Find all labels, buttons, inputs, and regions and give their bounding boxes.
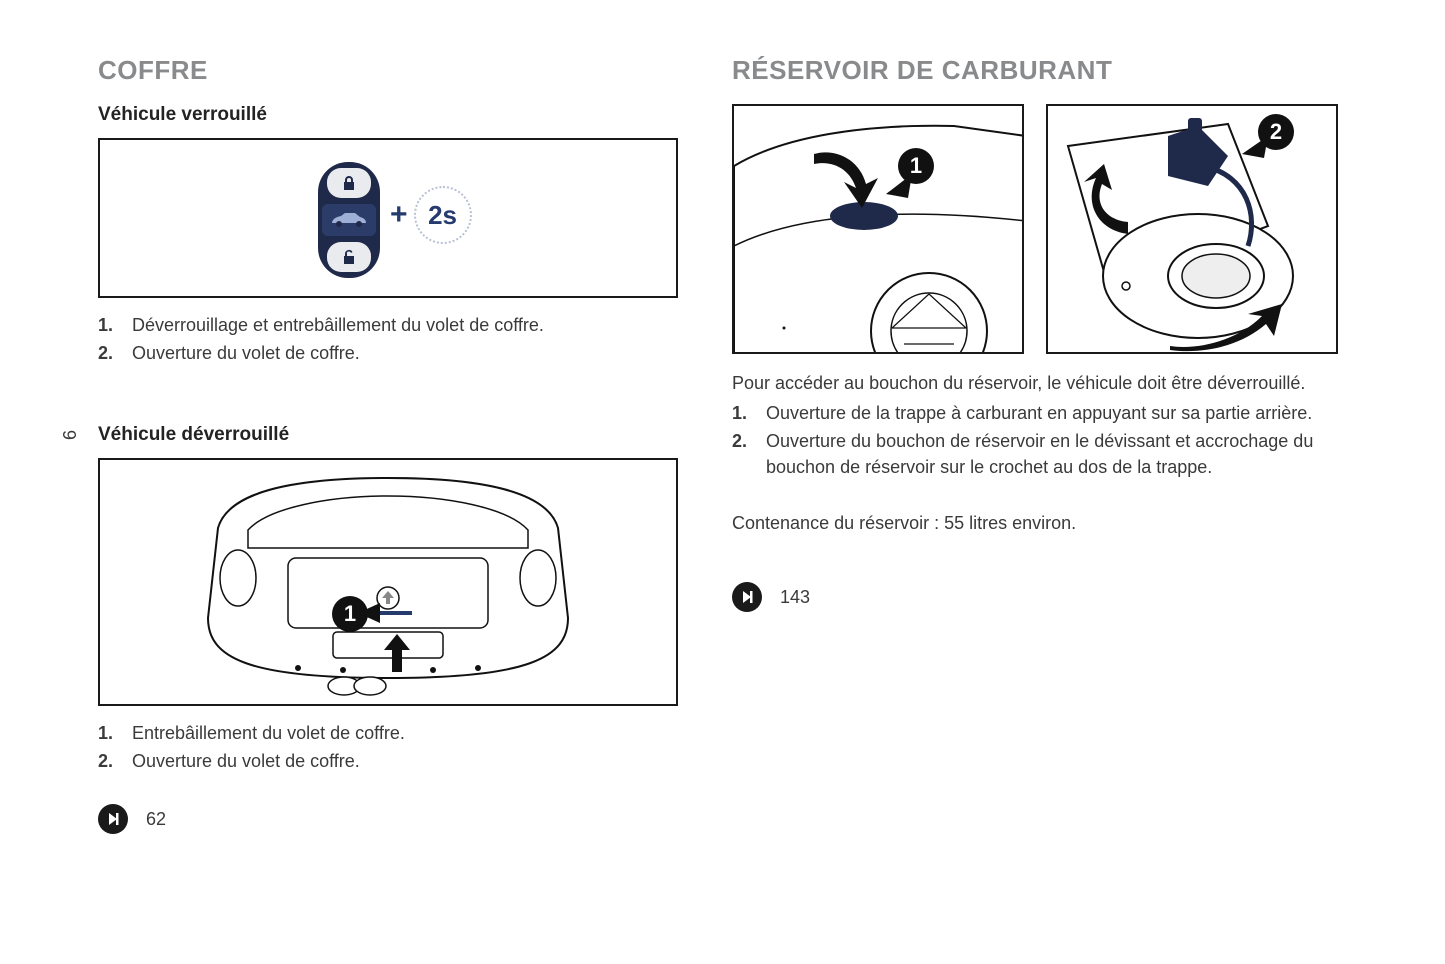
list-item: 1. Déverrouillage et entrebâillement du …: [98, 312, 678, 338]
step-number: 2.: [98, 340, 132, 366]
right-column: RÉSERVOIR DE CARBURANT 1: [732, 55, 1342, 834]
badge-number: 1: [344, 601, 356, 627]
step-number: 1.: [732, 400, 766, 426]
lock-icon: [327, 168, 371, 198]
figure-car-rear: 1: [98, 458, 678, 706]
page-content: COFFRE Véhicule verrouillé + 2s: [98, 55, 1358, 834]
reference-page: 143: [780, 587, 810, 608]
reference-link-left: 62: [98, 804, 678, 834]
figure-fuel-flap: 1: [732, 104, 1024, 354]
badge-pointer-icon: [882, 174, 916, 202]
badge-number: 2: [1270, 119, 1282, 145]
step-number: 1.: [98, 720, 132, 746]
timer-label-group: + 2s: [390, 186, 472, 244]
step-text: Ouverture du volet de coffre.: [132, 340, 360, 366]
section1-heading: Véhicule verrouillé: [98, 104, 678, 126]
timer-value: 2s: [428, 200, 457, 231]
list-item: 2. Ouverture du volet de coffre.: [98, 748, 678, 774]
step-text: Ouverture du bouchon de réservoir en le …: [766, 428, 1342, 480]
step-text: Ouverture du volet de coffre.: [132, 748, 360, 774]
section2-steps: 1. Entrebâillement du volet de coffre. 2…: [98, 720, 678, 774]
section1-steps: 1. Déverrouillage et entrebâillement du …: [98, 312, 678, 366]
badge-pointer-icon: [358, 600, 398, 626]
reference-page: 62: [146, 809, 166, 830]
plus-symbol: +: [390, 198, 408, 232]
reference-link-right: 143: [732, 582, 1342, 612]
list-item: 1. Ouverture de la trappe à carburant en…: [732, 400, 1342, 426]
figure-keyfob-timer: + 2s: [98, 138, 678, 298]
right-steps: 1. Ouverture de la trappe à carburant en…: [732, 400, 1342, 480]
fuel-flap-illustration: [734, 106, 1024, 354]
keyfob-car-icon: [322, 204, 376, 236]
arrow-up-icon: [380, 632, 414, 676]
insert-arrow-icon: [1166, 302, 1286, 352]
step-number: 2.: [732, 428, 766, 454]
figure-fuel-cap: 2: [1046, 104, 1338, 354]
figure-row: 1: [732, 104, 1342, 354]
keyfob-illustration: [318, 162, 380, 278]
step-text: Ouverture de la trappe à carburant en ap…: [766, 400, 1312, 426]
unlock-icon: [327, 242, 371, 272]
section2-heading: Véhicule déverrouillé: [98, 424, 678, 446]
left-title: COFFRE: [98, 55, 678, 86]
capacity-text: Contenance du réservoir : 55 litres envi…: [732, 510, 1342, 536]
step-text: Déverrouillage et entrebâillement du vol…: [132, 312, 544, 338]
right-title: RÉSERVOIR DE CARBURANT: [732, 55, 1342, 86]
step-text: Entrebâillement du volet de coffre.: [132, 720, 405, 746]
reference-forward-icon: [732, 582, 762, 612]
step-number: 2.: [98, 748, 132, 774]
page-number: 6: [60, 430, 81, 440]
list-item: 2. Ouverture du bouchon de réservoir en …: [732, 428, 1342, 480]
list-item: 2. Ouverture du volet de coffre.: [98, 340, 678, 366]
timer-clock-icon: 2s: [414, 186, 472, 244]
intro-text: Pour accéder au bouchon du réservoir, le…: [732, 370, 1342, 396]
list-item: 1. Entrebâillement du volet de coffre.: [98, 720, 678, 746]
left-column: COFFRE Véhicule verrouillé + 2s: [98, 55, 678, 834]
badge-pointer-icon: [1240, 136, 1270, 162]
press-arrow-icon: [804, 146, 884, 216]
step-number: 1.: [98, 312, 132, 338]
rotate-arrow-icon: [1078, 164, 1148, 242]
reference-forward-icon: [98, 804, 128, 834]
